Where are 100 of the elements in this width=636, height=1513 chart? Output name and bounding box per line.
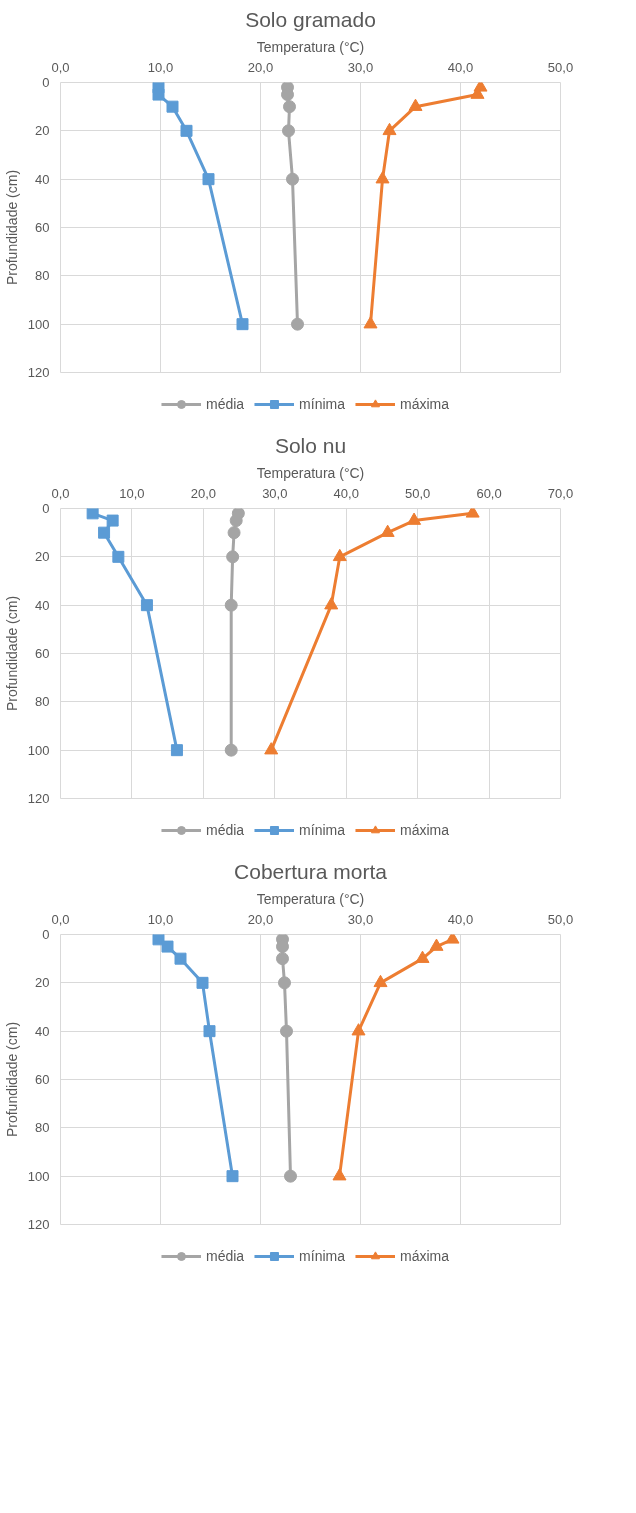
legend-label: máxima bbox=[400, 822, 450, 838]
x-tick-label: 10,0 bbox=[147, 911, 174, 927]
y-tick-label: 120 bbox=[27, 365, 50, 380]
point bbox=[170, 744, 183, 757]
legend-label: média bbox=[205, 396, 245, 412]
point bbox=[408, 98, 423, 111]
x-tick-label: 0,0 bbox=[51, 485, 70, 501]
point bbox=[236, 318, 249, 331]
x-tick-label: 10,0 bbox=[147, 59, 174, 75]
x-tick-label: 50,0 bbox=[547, 59, 574, 75]
point bbox=[227, 526, 241, 540]
point bbox=[282, 124, 295, 138]
y-tick-label: 120 bbox=[27, 1217, 50, 1232]
x-tick-label: 30,0 bbox=[347, 911, 374, 927]
y-tick-label: 100 bbox=[27, 1168, 50, 1184]
point bbox=[407, 512, 422, 525]
y-tick-label: 40 bbox=[35, 597, 50, 613]
x-tick-label: 30,0 bbox=[262, 485, 288, 501]
x-tick-label: 40,0 bbox=[447, 911, 474, 927]
point bbox=[106, 514, 119, 527]
point bbox=[276, 952, 289, 966]
x-tick-label: 0,0 bbox=[51, 59, 70, 75]
y-axis-title: Profundidade (cm) bbox=[3, 595, 20, 712]
x-axis-title: Temperatura (°C) bbox=[256, 464, 365, 481]
x-tick-label: 0,0 bbox=[51, 911, 70, 927]
point bbox=[226, 550, 240, 564]
point bbox=[373, 974, 388, 988]
x-tick-label: 60,0 bbox=[476, 485, 502, 501]
point bbox=[286, 172, 299, 186]
y-tick-label: 80 bbox=[35, 694, 50, 710]
legend-label: máxima bbox=[400, 396, 450, 412]
point bbox=[382, 122, 397, 136]
point bbox=[278, 976, 291, 990]
x-tick-label: 20,0 bbox=[190, 485, 217, 501]
y-axis-title: Profundidade (cm) bbox=[3, 1021, 20, 1138]
legend-label: máxima bbox=[400, 1248, 450, 1264]
y-tick-label: 0 bbox=[42, 927, 50, 942]
point bbox=[429, 938, 444, 951]
y-tick-label: 0 bbox=[42, 75, 50, 90]
point bbox=[98, 526, 111, 539]
point bbox=[174, 952, 187, 965]
legend-label: média bbox=[205, 1248, 245, 1264]
point bbox=[229, 514, 243, 528]
point bbox=[140, 599, 153, 612]
y-tick-label: 20 bbox=[35, 975, 50, 991]
legend-label: mínima bbox=[299, 396, 346, 412]
point bbox=[283, 100, 296, 114]
y-tick-label: 120 bbox=[27, 791, 50, 806]
chart-title: Solo nu bbox=[274, 433, 347, 457]
point bbox=[152, 88, 165, 101]
y-tick-label: 0 bbox=[42, 501, 50, 516]
point bbox=[202, 173, 215, 186]
legend-label: mínima bbox=[299, 822, 346, 838]
y-tick-label: 60 bbox=[35, 220, 50, 235]
point bbox=[226, 1170, 239, 1183]
point bbox=[332, 1168, 347, 1181]
y-axis-title: Profundidade (cm) bbox=[3, 169, 20, 286]
y-tick-label: 40 bbox=[35, 1023, 50, 1039]
point bbox=[86, 508, 99, 520]
point bbox=[380, 524, 395, 537]
x-tick-label: 20,0 bbox=[247, 59, 274, 75]
y-tick-label: 20 bbox=[35, 123, 50, 139]
x-tick-label: 20,0 bbox=[247, 911, 274, 927]
point bbox=[224, 743, 238, 757]
y-tick-label: 60 bbox=[35, 1072, 50, 1087]
y-tick-label: 80 bbox=[35, 1120, 50, 1136]
point bbox=[284, 1169, 297, 1183]
x-tick-label: 30,0 bbox=[347, 59, 374, 75]
point bbox=[332, 548, 347, 562]
point bbox=[351, 1023, 366, 1036]
point bbox=[203, 1025, 216, 1038]
legend-label: mínima bbox=[299, 1248, 346, 1264]
chart-title: Cobertura morta bbox=[234, 859, 388, 883]
legend-label: média bbox=[205, 822, 245, 838]
y-tick-label: 100 bbox=[27, 742, 50, 758]
point bbox=[224, 598, 238, 612]
point bbox=[363, 316, 378, 329]
chart-title: Solo gramado bbox=[245, 7, 376, 31]
point bbox=[161, 940, 174, 953]
x-tick-label: 50,0 bbox=[547, 911, 574, 927]
point bbox=[112, 550, 125, 563]
x-tick-label: 50,0 bbox=[404, 485, 431, 501]
y-tick-label: 40 bbox=[35, 171, 50, 187]
point bbox=[324, 597, 339, 610]
x-tick-label: 40,0 bbox=[447, 59, 474, 75]
point bbox=[166, 100, 179, 113]
y-tick-label: 20 bbox=[35, 549, 50, 565]
x-tick-label: 40,0 bbox=[333, 485, 359, 501]
point bbox=[196, 976, 209, 989]
point bbox=[291, 317, 304, 331]
point bbox=[375, 171, 390, 184]
point bbox=[180, 124, 193, 137]
point bbox=[264, 742, 279, 755]
point bbox=[280, 1024, 293, 1038]
x-tick-label: 70,0 bbox=[547, 485, 574, 501]
x-axis-title: Temperatura (°C) bbox=[256, 890, 365, 907]
x-axis-title: Temperatura (°C) bbox=[256, 38, 365, 55]
x-tick-label: 10,0 bbox=[119, 485, 145, 501]
point bbox=[415, 950, 430, 963]
y-tick-label: 60 bbox=[35, 646, 50, 661]
